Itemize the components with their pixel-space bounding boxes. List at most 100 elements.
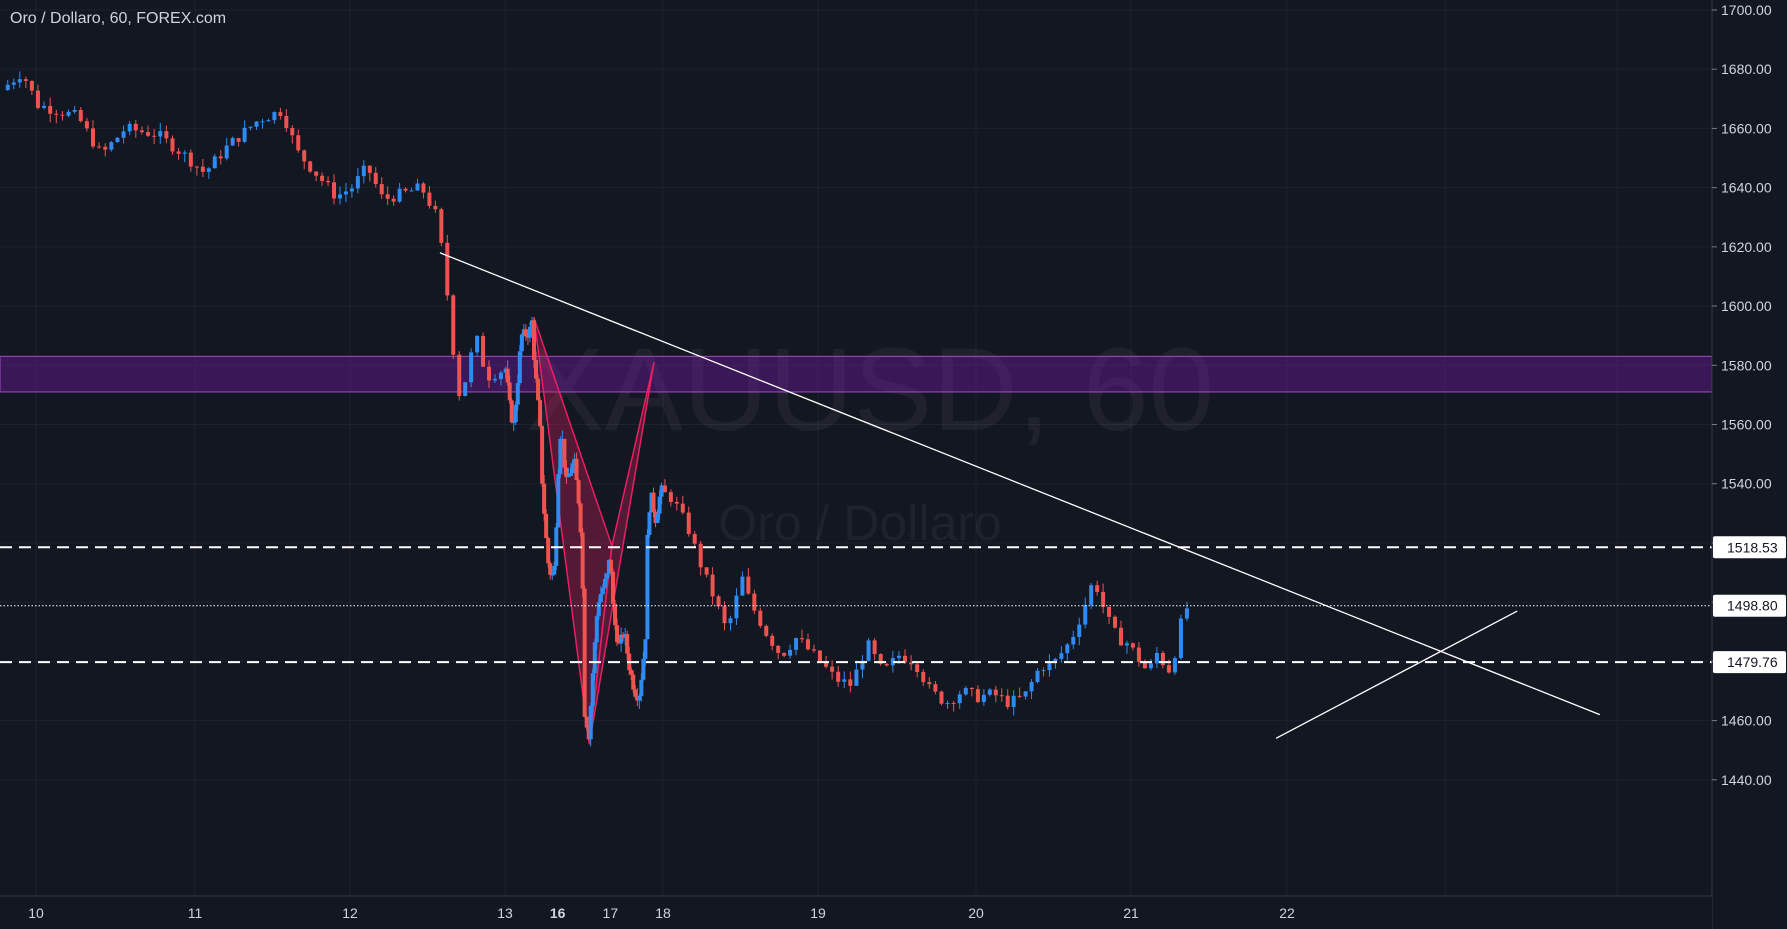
candle-body bbox=[592, 642, 597, 674]
candle bbox=[236, 137, 241, 147]
price-tag-box[interactable] bbox=[1713, 594, 1786, 617]
candle bbox=[254, 121, 259, 130]
price-level-lines[interactable] bbox=[0, 546, 1712, 664]
candle bbox=[860, 655, 865, 679]
candle bbox=[716, 594, 721, 610]
trendlines[interactable] bbox=[439, 252, 1601, 739]
candle-body bbox=[409, 190, 414, 192]
candle bbox=[373, 167, 378, 188]
pattern-triangle-abc[interactable] bbox=[588, 362, 655, 745]
price-tag-box[interactable] bbox=[1713, 651, 1786, 674]
trendline-2[interactable] bbox=[1275, 610, 1518, 739]
candle-body bbox=[580, 532, 585, 589]
candle-body bbox=[560, 438, 565, 440]
candle-body bbox=[532, 320, 537, 360]
candle bbox=[836, 665, 841, 687]
candle bbox=[127, 120, 132, 136]
candle bbox=[1017, 687, 1022, 699]
candle bbox=[686, 506, 691, 537]
candle bbox=[475, 335, 480, 356]
candle-body bbox=[1023, 691, 1028, 697]
candle bbox=[1065, 642, 1070, 661]
candle-body bbox=[1148, 663, 1153, 669]
candle-body bbox=[794, 638, 799, 650]
candle bbox=[645, 529, 650, 640]
candle-body bbox=[146, 132, 151, 136]
candle-body bbox=[1142, 661, 1147, 669]
candle bbox=[367, 165, 372, 182]
price-tick-label: 1700.00 bbox=[1721, 2, 1772, 18]
candle bbox=[463, 382, 468, 397]
trendline-1[interactable] bbox=[439, 252, 1601, 716]
candle bbox=[409, 187, 414, 192]
candle-body bbox=[776, 645, 781, 653]
candle bbox=[513, 401, 518, 425]
candle-body bbox=[1089, 585, 1094, 605]
candle bbox=[734, 588, 739, 625]
candle-body bbox=[1077, 624, 1082, 637]
candle bbox=[469, 348, 474, 388]
resistance-zone[interactable] bbox=[0, 355, 1713, 393]
candle bbox=[811, 644, 816, 653]
candle-body bbox=[951, 703, 956, 705]
candle-body bbox=[540, 425, 545, 484]
time-axis[interactable]: 10 11 12 13 16 17 18 19 20 21 22 bbox=[0, 895, 1712, 929]
candle-body bbox=[655, 513, 660, 523]
watermark: XAUUSD, 60 Oro / Dollaro bbox=[526, 324, 1215, 551]
candle-body bbox=[568, 473, 573, 477]
watermark-symbol: XAUUSD, 60 bbox=[526, 324, 1215, 456]
candle bbox=[596, 596, 601, 621]
candle bbox=[242, 120, 247, 144]
candle bbox=[527, 322, 532, 343]
candle bbox=[568, 467, 573, 477]
candle-body bbox=[332, 182, 337, 199]
harmonic-pattern[interactable] bbox=[533, 317, 655, 745]
candle bbox=[903, 649, 908, 664]
candle bbox=[320, 172, 325, 186]
candle bbox=[332, 174, 337, 205]
candle-body bbox=[584, 716, 589, 728]
candle bbox=[525, 332, 530, 346]
candle-body bbox=[657, 496, 662, 514]
price-tag[interactable]: 1479.76 bbox=[1713, 651, 1786, 674]
candle bbox=[633, 684, 638, 699]
candle bbox=[200, 158, 205, 178]
price-axis[interactable]: 1700.00 1680.00 1660.00 1640.00 1620.00 1600.… bbox=[1711, 0, 1787, 929]
candle bbox=[1035, 668, 1040, 684]
candle-body bbox=[548, 563, 553, 575]
candle-body bbox=[115, 137, 120, 143]
price-tag-box[interactable] bbox=[1713, 536, 1786, 559]
candle-body bbox=[517, 351, 522, 384]
candle bbox=[212, 154, 217, 169]
candle bbox=[611, 568, 616, 605]
candle bbox=[272, 111, 277, 124]
candle bbox=[1172, 656, 1177, 675]
candle-body bbox=[1178, 618, 1183, 659]
candle bbox=[598, 586, 603, 604]
time-axis-background bbox=[0, 896, 1712, 929]
candle-body bbox=[254, 121, 259, 127]
candle-body bbox=[248, 126, 253, 128]
candle bbox=[764, 624, 769, 638]
candle bbox=[657, 490, 662, 520]
candle-body bbox=[680, 503, 685, 513]
candle-body bbox=[582, 588, 587, 717]
price-tag[interactable]: 1518.53 bbox=[1713, 536, 1786, 559]
zone-rect[interactable] bbox=[0, 355, 1713, 393]
candle-body bbox=[481, 335, 486, 367]
price-tag[interactable]: 1498.80 bbox=[1713, 594, 1786, 617]
candle-body bbox=[728, 618, 733, 624]
candle bbox=[752, 589, 757, 615]
candle-body bbox=[746, 576, 751, 594]
candle bbox=[492, 374, 497, 383]
candle-body bbox=[1017, 695, 1022, 697]
candle bbox=[1041, 667, 1046, 677]
candle-body bbox=[836, 671, 841, 682]
candle bbox=[188, 149, 193, 172]
candle bbox=[1071, 630, 1076, 650]
candle-body bbox=[1029, 682, 1034, 692]
candle-body bbox=[507, 382, 512, 401]
candle-body bbox=[629, 670, 634, 675]
candle bbox=[90, 120, 95, 149]
